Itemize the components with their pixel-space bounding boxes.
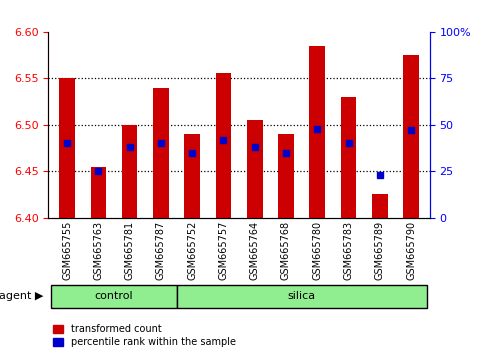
Bar: [90, 167, 106, 218]
Bar: [310, 46, 325, 218]
Bar: [185, 134, 200, 218]
Bar: [215, 73, 231, 218]
Bar: [372, 194, 388, 218]
Legend: transformed count, percentile rank within the sample: transformed count, percentile rank withi…: [53, 325, 236, 347]
Text: control: control: [95, 291, 133, 302]
Text: silica: silica: [287, 291, 316, 302]
Bar: [153, 87, 169, 218]
Bar: [341, 97, 356, 218]
Bar: [176, 285, 427, 308]
Bar: [59, 78, 75, 218]
Text: agent ▶: agent ▶: [0, 291, 43, 302]
Bar: [247, 120, 263, 218]
Bar: [122, 125, 138, 218]
Bar: [278, 134, 294, 218]
Bar: [403, 55, 419, 218]
Bar: [51, 285, 176, 308]
